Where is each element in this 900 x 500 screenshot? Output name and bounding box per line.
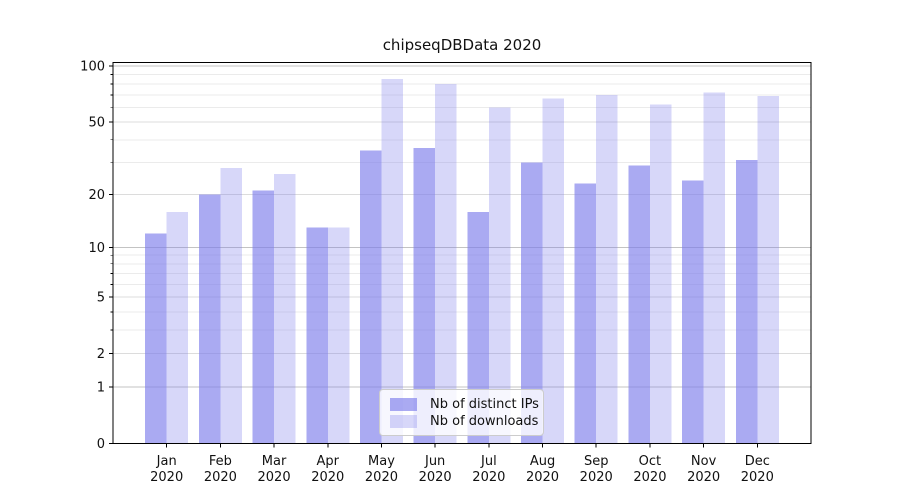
x-tick-label-may-2020: May 2020 bbox=[365, 454, 398, 485]
bar-distinct-ips-may-2020 bbox=[359, 150, 382, 444]
y-tick-label-20: 20 bbox=[88, 188, 105, 203]
bar-distinct-ips-sep-2020 bbox=[574, 183, 597, 444]
y-tick-label-10: 10 bbox=[88, 241, 105, 256]
x-tick-label-sep-2020: Sep 2020 bbox=[580, 454, 613, 485]
bar-distinct-ips-oct-2020 bbox=[628, 165, 650, 444]
x-tick-label-nov-2020: Nov 2020 bbox=[687, 454, 720, 485]
x-tick-label-dec-2020: Dec 2020 bbox=[741, 454, 774, 485]
y-tick-label-50: 50 bbox=[88, 115, 105, 130]
x-tick-label-jun-2020: Jun 2020 bbox=[419, 454, 452, 485]
x-tick-label-apr-2020: Apr 2020 bbox=[311, 454, 344, 485]
y-tick-label-1: 1 bbox=[97, 380, 105, 395]
x-tick-label-mar-2020: Mar 2020 bbox=[258, 454, 291, 485]
bar-downloads-aug-2020 bbox=[542, 98, 565, 444]
bar-distinct-ips-dec-2020 bbox=[735, 160, 758, 444]
bar-downloads-oct-2020 bbox=[649, 104, 672, 444]
bar-downloads-apr-2020 bbox=[327, 227, 350, 444]
legend-label-distinct-ips: Nb of distinct IPs bbox=[430, 396, 539, 412]
x-tick-label-aug-2020: Aug 2020 bbox=[526, 454, 559, 485]
bar-downloads-jul-2020 bbox=[488, 107, 511, 444]
y-tick-label-0: 0 bbox=[97, 437, 105, 452]
x-tick-label-jul-2020: Jul 2020 bbox=[472, 454, 505, 485]
bar-downloads-mar-2020 bbox=[274, 173, 296, 444]
x-tick-label-jan-2020: Jan 2020 bbox=[150, 454, 183, 485]
legend-item-downloads: Nb of downloads bbox=[390, 413, 539, 429]
bar-distinct-ips-mar-2020 bbox=[252, 190, 275, 444]
bar-downloads-jun-2020 bbox=[435, 84, 457, 444]
bar-downloads-dec-2020 bbox=[757, 96, 779, 444]
legend-item-distinct-ips: Nb of distinct IPs bbox=[390, 397, 539, 412]
bar-downloads-nov-2020 bbox=[703, 92, 726, 444]
bar-distinct-ips-jun-2020 bbox=[413, 148, 436, 444]
bar-downloads-feb-2020 bbox=[220, 168, 242, 444]
chart-title: chipseqDBData 2020 bbox=[382, 36, 542, 54]
x-tick-label-oct-2020: Oct 2020 bbox=[633, 454, 666, 485]
legend-swatch-downloads bbox=[390, 414, 417, 428]
bar-distinct-ips-nov-2020 bbox=[682, 180, 704, 444]
plot-frame bbox=[112, 62, 812, 444]
x-tick-label-feb-2020: Feb 2020 bbox=[204, 454, 237, 485]
bar-distinct-ips-feb-2020 bbox=[198, 194, 221, 444]
legend: Nb of distinct IPs Nb of downloads bbox=[379, 389, 544, 436]
legend-label-downloads: Nb of downloads bbox=[430, 413, 539, 429]
bar-downloads-jan-2020 bbox=[166, 211, 189, 444]
bar-downloads-sep-2020 bbox=[596, 94, 618, 444]
bar-distinct-ips-jul-2020 bbox=[467, 211, 489, 444]
bar-distinct-ips-jan-2020 bbox=[145, 233, 167, 444]
y-tick-label-100: 100 bbox=[80, 60, 105, 75]
bar-distinct-ips-apr-2020 bbox=[306, 227, 328, 444]
bar-downloads-may-2020 bbox=[381, 79, 403, 444]
y-tick-label-5: 5 bbox=[97, 290, 105, 305]
y-tick-label-2: 2 bbox=[97, 347, 105, 362]
legend-swatch-distinct-ips bbox=[390, 397, 417, 411]
bar-distinct-ips-aug-2020 bbox=[521, 162, 543, 444]
